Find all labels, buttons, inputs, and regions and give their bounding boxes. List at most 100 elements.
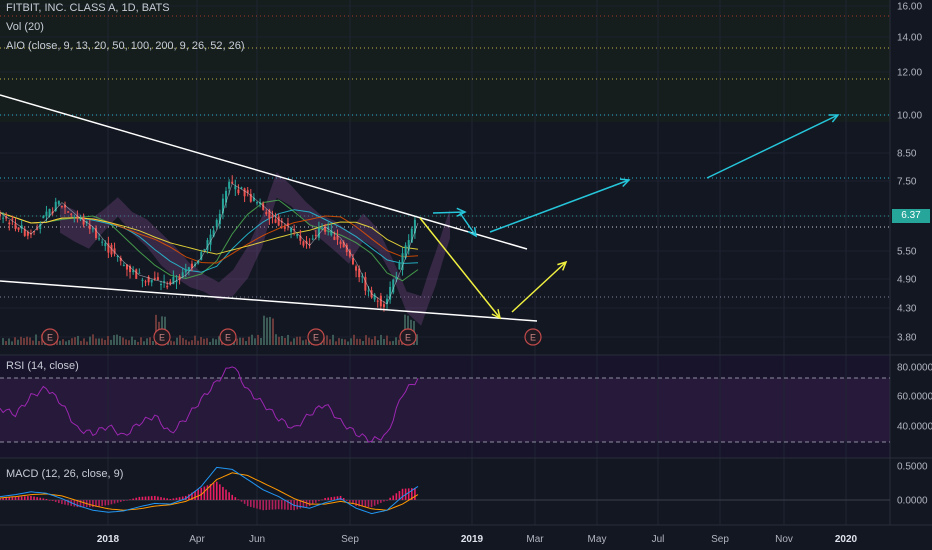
candle-body [110,244,113,255]
price-tick-label: 12.00 [897,68,922,79]
volume-bar [341,338,343,345]
macd-histogram-bar [147,496,150,500]
candle-body [91,228,94,230]
cyan-arrow-up[interactable] [489,178,631,233]
ichimoku-cloud [60,172,450,326]
candle-body [404,245,407,259]
volume-bar [152,340,154,345]
macd-histogram-bar [104,500,107,506]
macd-histogram-bar [321,499,323,501]
candle-body [23,229,26,236]
time-axis[interactable]: 2018 Apr Jun Sep 2019 Mar May Jul Sep Nov 2020 [97,534,858,545]
volume-bar [197,340,199,345]
time-tick-label: Apr [189,534,205,545]
macd-histogram-bar [345,500,348,501]
macd-histogram-bar [107,500,110,506]
candle-body [299,235,302,241]
candle-body [345,244,348,253]
earnings-marker[interactable]: E [219,328,237,346]
macd-histogram-bar [296,500,299,510]
earnings-marker[interactable]: E [153,328,171,346]
cyan-arrow-target[interactable] [706,114,840,179]
candle-body [386,298,389,304]
candle-body [293,229,296,231]
earnings-marker[interactable]: E [307,328,325,346]
candle-body [122,265,125,267]
volume-bar [89,336,91,345]
macd-histogram-bar [246,500,249,507]
volume-bar [143,341,145,345]
price-axis[interactable]: 16.0014.0012.0010.008.507.506.505.504.90… [897,2,932,507]
time-tick-label: 2020 [835,534,858,545]
rsi-tick-label: 80.0000 [897,363,932,374]
macd-histogram-bar [73,500,76,507]
volume-bar [146,338,148,345]
earnings-marker[interactable]: E [524,328,542,346]
candle-body [237,189,240,194]
volume-bar [11,341,13,345]
macd-histogram-bar [8,497,11,500]
volume-bar [128,340,130,345]
volume-bar [101,338,103,345]
earnings-circle [153,328,171,346]
macd-histogram-bar [380,500,382,503]
macd-histogram-bar [284,500,286,510]
arrow-head [467,226,477,238]
macd-label[interactable]: MACD (12, 26, close, 9) [6,468,124,480]
yellow-arrow-down[interactable] [419,217,502,320]
macd-histogram-bar [243,500,246,504]
candle-body [218,213,221,225]
macd-histogram-bar [222,486,224,500]
volume-bar [344,339,346,345]
macd-histogram-bar [54,500,57,503]
candle-body [290,228,293,232]
volume-bar [176,337,178,345]
volume-bar [398,339,400,345]
time-tick-label: Nov [775,534,793,545]
volume-bar [113,335,115,345]
cyan-arrow-right[interactable] [432,207,467,217]
trendlines[interactable] [0,94,538,322]
volume-bar [377,340,379,345]
macd-histogram-bar [376,500,379,505]
cyan-arrow-down[interactable] [459,212,477,238]
candle-body [286,223,289,226]
arrow-shaft [419,217,501,319]
volume-bar [365,335,367,345]
projection-arrows[interactable] [419,114,840,320]
candle-body [308,243,311,246]
candle-body [296,234,299,237]
yellow-arrow-up[interactable] [511,260,568,313]
earnings-circle [524,328,542,346]
symbol-title[interactable]: FITBIT, INC. CLASS A, 1D, BATS [6,2,170,14]
candle-body [54,201,57,211]
macd-histogram-bar [274,500,277,510]
macd-histogram-bar [349,500,351,503]
close-price-line [0,183,419,305]
earnings-label: E [313,333,319,343]
candle-body [82,217,85,225]
macd-histogram-bar [166,498,168,500]
macd-histogram-bar [132,498,134,500]
macd-histogram-bar [17,496,20,500]
candle-body [265,211,268,215]
macd-histogram-bar [290,500,292,510]
earnings-label: E [530,333,536,343]
aio-label[interactable]: AIO (close, 9, 13, 20, 50, 100, 200, 9, … [6,40,245,52]
candle-body [181,272,184,277]
candle-body [42,216,45,219]
macd-histogram-bar [30,495,32,500]
macd-histogram-bar [172,498,175,500]
macd-series [0,466,419,515]
candle-body [321,227,324,229]
rsi-label[interactable]: RSI (14, close) [6,360,79,372]
macd-histogram-bar [88,500,91,508]
arrow-head [456,207,467,217]
earnings-marker[interactable]: E [399,328,417,346]
volume-bar [302,340,304,345]
candle-body [8,222,11,225]
volume-label[interactable]: Vol (20) [6,21,44,33]
earnings-marker[interactable]: E [41,328,59,346]
